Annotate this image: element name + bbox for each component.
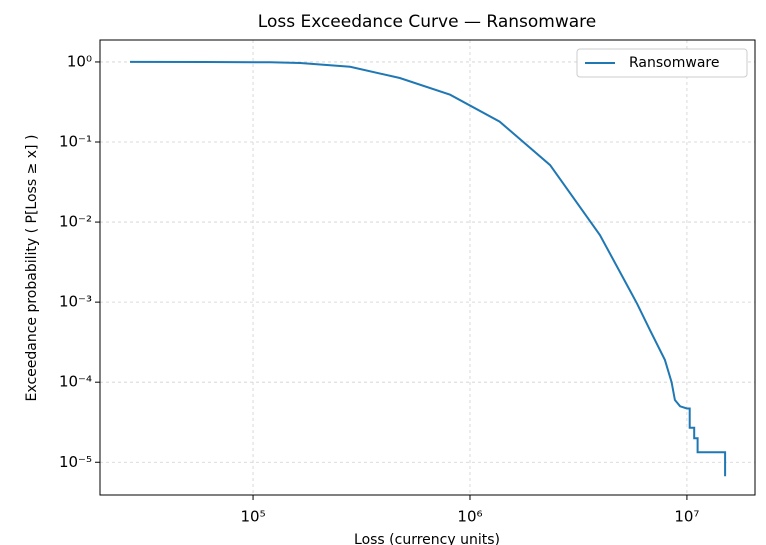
legend-label: Ransomware: [629, 55, 719, 71]
y-tick-label: 10⁻⁴: [59, 373, 92, 391]
legend: Ransomware: [576, 48, 748, 78]
y-tick-label: 10⁰: [67, 52, 92, 70]
data-line: [129, 60, 727, 477]
plot-frame: [99, 39, 756, 496]
y-tick-label: 10⁻¹: [59, 133, 92, 151]
x-tick-label: 10⁷: [674, 508, 699, 526]
chart-title: Loss Exceedance Curve — Ransomware: [258, 12, 596, 32]
x-tick-label: 10⁶: [457, 508, 482, 526]
legend-box: [576, 48, 748, 78]
x-tick-label: 10⁵: [240, 508, 265, 526]
y-tick-label: 10⁻²: [59, 213, 92, 231]
y-tick-label: 10⁻³: [59, 293, 92, 311]
y-tick-label: 10⁻⁵: [59, 453, 92, 471]
y-axis-label: Exceedance probability ( P[Loss ≥ x] ): [24, 135, 40, 402]
x-axis-label: Loss (currency units): [354, 532, 500, 545]
